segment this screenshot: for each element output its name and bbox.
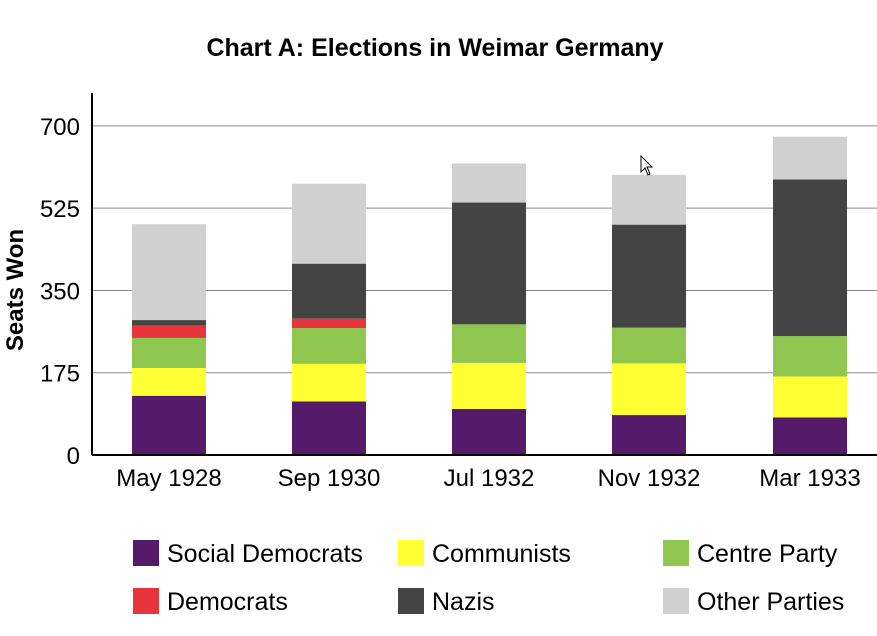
y-tick-label-700: 700 xyxy=(40,114,80,141)
legend-swatch-communists xyxy=(398,540,424,566)
legend-swatch-centre-party xyxy=(663,540,689,566)
bar-social-democrats-0 xyxy=(132,395,206,455)
legend-swatch-nazis xyxy=(398,588,424,614)
x-tick-label-2: Jul 1932 xyxy=(444,465,535,492)
bar-other-parties-0 xyxy=(132,224,206,321)
x-tick-label-0: May 1928 xyxy=(116,465,221,492)
y-tick-labels: 0 175 350 525 700 xyxy=(40,114,80,470)
bar-nazis-2 xyxy=(452,202,526,325)
bar-communists-1 xyxy=(292,363,366,402)
bar-nazis-3 xyxy=(612,224,686,328)
bar-centre-party-1 xyxy=(292,328,366,364)
bar-nazis-1 xyxy=(292,263,366,319)
legend-label-nazis: Nazis xyxy=(432,588,495,616)
bar-democrats-0 xyxy=(132,325,206,338)
legend-swatch-other-parties xyxy=(663,588,689,614)
legend-swatch-democrats xyxy=(133,588,159,614)
bar-social-democrats-1 xyxy=(292,401,366,455)
axes xyxy=(91,93,877,456)
legend-label-centre-party: Centre Party xyxy=(697,540,838,568)
x-tick-labels: May 1928 Sep 1930 Jul 1932 Nov 1932 Mar 1933 xyxy=(116,465,860,492)
legend-label-social-democrats: Social Democrats xyxy=(167,540,363,568)
bar-nazis-0 xyxy=(132,320,206,326)
y-tick-label-525: 525 xyxy=(40,196,80,223)
legend-label-other-parties: Other Parties xyxy=(697,588,844,616)
chart-title: Chart A: Elections in Weimar Germany xyxy=(206,34,663,62)
bar-democrats-1 xyxy=(292,318,366,329)
bar-communists-4 xyxy=(773,376,847,418)
bar-centre-party-2 xyxy=(452,324,526,363)
legend: Social Democrats Communists Centre Party De… xyxy=(133,540,844,616)
bars xyxy=(132,136,847,455)
bar-social-democrats-4 xyxy=(773,417,847,455)
bar-social-democrats-2 xyxy=(452,408,526,455)
bar-centre-party-3 xyxy=(612,327,686,364)
y-tick-label-175: 175 xyxy=(40,361,80,388)
y-axis-label: Seats Won xyxy=(2,229,29,351)
y-tick-label-350: 350 xyxy=(40,278,80,305)
legend-label-democrats: Democrats xyxy=(167,588,288,616)
bar-communists-2 xyxy=(452,362,526,409)
bar-communists-3 xyxy=(612,363,686,416)
bar-other-parties-1 xyxy=(292,183,366,264)
bar-other-parties-3 xyxy=(612,174,686,225)
x-tick-label-3: Nov 1932 xyxy=(598,465,701,492)
y-tick-label-0: 0 xyxy=(67,443,80,470)
legend-swatch-social-democrats xyxy=(133,540,159,566)
bar-social-democrats-3 xyxy=(612,415,686,455)
bar-other-parties-2 xyxy=(452,163,526,203)
bar-nazis-4 xyxy=(773,179,847,337)
bar-centre-party-4 xyxy=(773,336,847,377)
bar-centre-party-0 xyxy=(132,337,206,369)
mouse-cursor-icon xyxy=(640,155,654,176)
x-tick-label-4: Mar 1933 xyxy=(759,465,860,492)
x-tick-label-1: Sep 1930 xyxy=(278,465,381,492)
legend-label-communists: Communists xyxy=(432,540,571,568)
bar-other-parties-4 xyxy=(773,136,847,180)
bar-communists-0 xyxy=(132,368,206,396)
